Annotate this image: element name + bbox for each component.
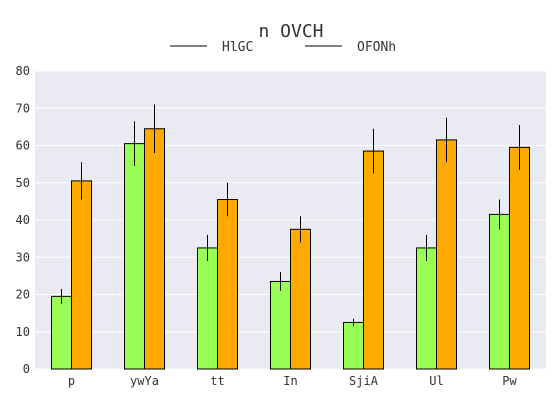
y-tick-label: 80 (16, 64, 30, 78)
y-tick-label: 40 (16, 213, 30, 227)
y-axis-ticks: 0 10 20 30 40 50 60 70 80 (16, 64, 30, 376)
x-tick-label: SjiA (349, 374, 379, 388)
bar-HlGC-SjiA (343, 321, 364, 370)
bar-HlGC-ywYa (124, 143, 145, 370)
legend-label-HlGC: HlGC (222, 40, 253, 55)
bar-OFONh-tt (217, 199, 238, 370)
bar-OFONh-In (290, 228, 311, 370)
bar-HlGC-Pw (489, 213, 510, 370)
y-tick-label: 10 (16, 325, 30, 339)
y-tick-label: 30 (16, 250, 30, 264)
x-tick-label: Pw (502, 374, 517, 388)
bar-HlGC-p (51, 295, 72, 370)
y-tick-label: 60 (16, 139, 30, 153)
x-tick-label: ywYa (130, 374, 159, 388)
bar-OFONh-SjiA (363, 150, 384, 370)
bar-OFONh-ywYa (144, 128, 165, 370)
bar-HlGC-tt (197, 247, 218, 370)
x-tick-label: In (283, 374, 297, 388)
bar-OFONh-Ul (436, 139, 457, 370)
x-axis-ticks: p ywYa tt In SjiA Ul Pw (68, 374, 518, 388)
y-tick-label: 0 (23, 362, 30, 376)
legend-label-OFONh: OFONh (357, 40, 396, 55)
x-tick-label: tt (210, 374, 224, 388)
x-tick-label: Ul (429, 374, 443, 388)
bar-OFONh-p (71, 180, 92, 370)
bar-OFONh-Pw (509, 146, 530, 370)
chart-title: n OVCH (258, 21, 323, 42)
y-tick-label: 50 (16, 176, 30, 190)
x-tick-label: p (68, 374, 75, 388)
error-bars (61, 104, 520, 327)
bar-HlGC-In (270, 280, 291, 370)
legend: HlGC OFONh (170, 40, 396, 55)
bar-HlGC-Ul (416, 247, 437, 370)
bars (51, 128, 530, 370)
y-tick-label: 70 (16, 101, 30, 115)
y-tick-label: 20 (16, 288, 30, 302)
